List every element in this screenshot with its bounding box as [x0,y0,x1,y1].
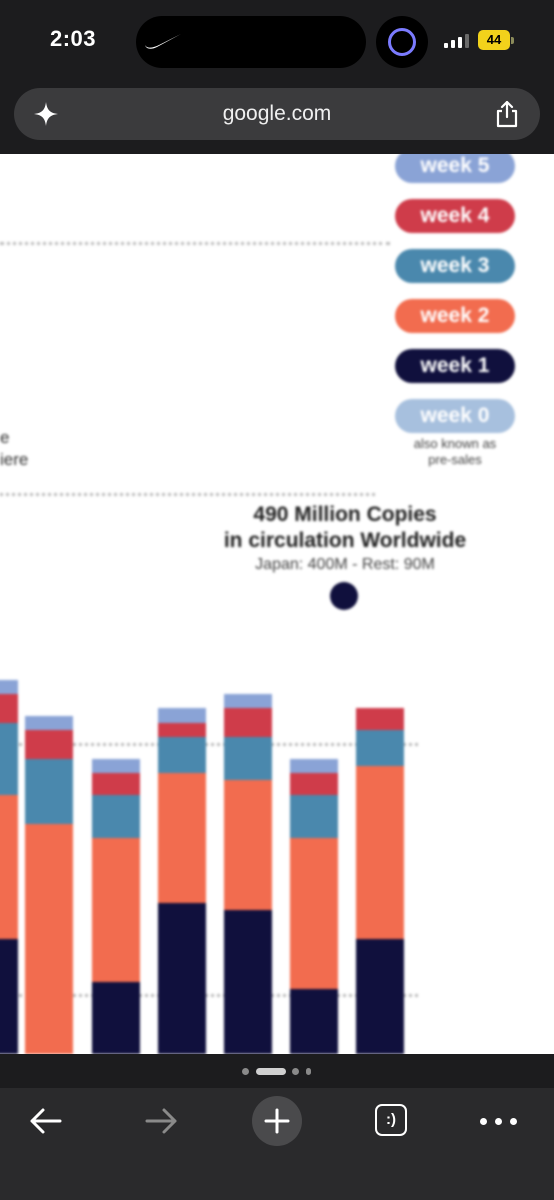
bar-3-week-2 [92,838,140,982]
share-icon[interactable] [494,100,520,128]
more-icon[interactable] [480,1118,518,1126]
annotation-subtitle: Japan: 400M - Rest: 90M [255,556,435,573]
bottom-toolbar: :) [0,1088,554,1200]
bar-4-week-1 [158,902,206,1054]
dynamic-island [136,16,366,68]
bar-4-week-5 [158,708,206,723]
bar-4-week-4 [158,722,206,738]
address-bar[interactable]: google.com [14,88,540,140]
page-dot [242,1068,249,1075]
bar-2-week-3 [25,758,73,824]
battery-icon: 44 [478,30,510,50]
bar-1-week-5 [0,679,18,694]
battery-tip [511,37,514,44]
legend-week-2: week 2 [395,299,515,333]
gridline [0,743,418,746]
bar-7-week-2 [356,766,404,939]
annotation-title: in circulation Worldwide [223,529,467,552]
bar-7-week-3 [356,730,404,766]
bar-6-week-2 [290,838,338,990]
week0-note: also known as [413,436,497,451]
bar-2-week-4 [25,730,73,759]
legend-week-4: week 4 [395,199,515,233]
page-indicator [0,1054,554,1088]
bar-6-week-1 [290,989,338,1054]
page-dot-active [256,1068,286,1075]
bar-1-week-3 [0,722,18,795]
week0-note: pre-sales [428,452,482,467]
cropped-label: iere [0,450,29,469]
bar-6-week-5 [290,758,338,774]
legend-week-0: week 0 [395,399,515,433]
bar-5-week-5 [224,694,272,709]
bar-1-week-2 [0,794,18,939]
activity-ring-icon [388,28,416,56]
legend-week-1: week 1 [395,349,515,383]
back-arrow-icon[interactable] [28,1106,64,1136]
annotation-title: 490 Million Copies [253,503,437,526]
sparkle-icon[interactable] [32,100,60,128]
bar-2-week-5 [25,715,73,730]
new-tab-button[interactable] [252,1096,302,1146]
bar-5-week-1 [224,910,272,1054]
legend-week-5: week 5 [395,154,515,183]
bar-1-week-1 [0,938,18,1054]
tabs-button[interactable]: :) [375,1104,407,1136]
web-content[interactable]: week 5 week 4 week 3 week 2 week 1 week 0 als… [0,154,554,1054]
url-text[interactable]: google.com [222,102,332,125]
bar-3-week-1 [92,982,140,1054]
bar-6-week-4 [290,773,338,795]
bar-6-week-3 [290,794,338,838]
annotation-marker [330,582,358,610]
gridline [0,493,375,496]
page-dot [292,1068,299,1075]
status-bar: 2:03 44 [0,0,554,84]
bar-4-week-3 [158,737,206,774]
gridline [0,242,390,245]
cellular-signal-icon [444,34,470,48]
bar-5-week-3 [224,737,272,781]
bar-7-week-1 [356,938,404,1054]
page-dot [306,1068,311,1075]
legend-week-3: week 3 [395,249,515,283]
bar-5-week-4 [224,708,272,738]
bar-3-week-4 [92,773,140,795]
status-time: 2:03 [50,26,97,51]
activity-island [376,16,428,68]
bar-2-week-2 [25,823,73,1054]
bar-4-week-2 [158,773,206,903]
bar-3-week-3 [92,794,140,838]
bar-7-week-4 [356,708,404,730]
cropped-label: e [0,428,10,447]
forward-arrow-icon[interactable] [143,1106,179,1136]
bar-5-week-2 [224,780,272,910]
plus-icon [264,1108,290,1134]
gridline [0,994,418,997]
bar-3-week-5 [92,758,140,774]
nike-logo-icon [145,34,181,49]
bar-1-week-4 [0,694,18,723]
